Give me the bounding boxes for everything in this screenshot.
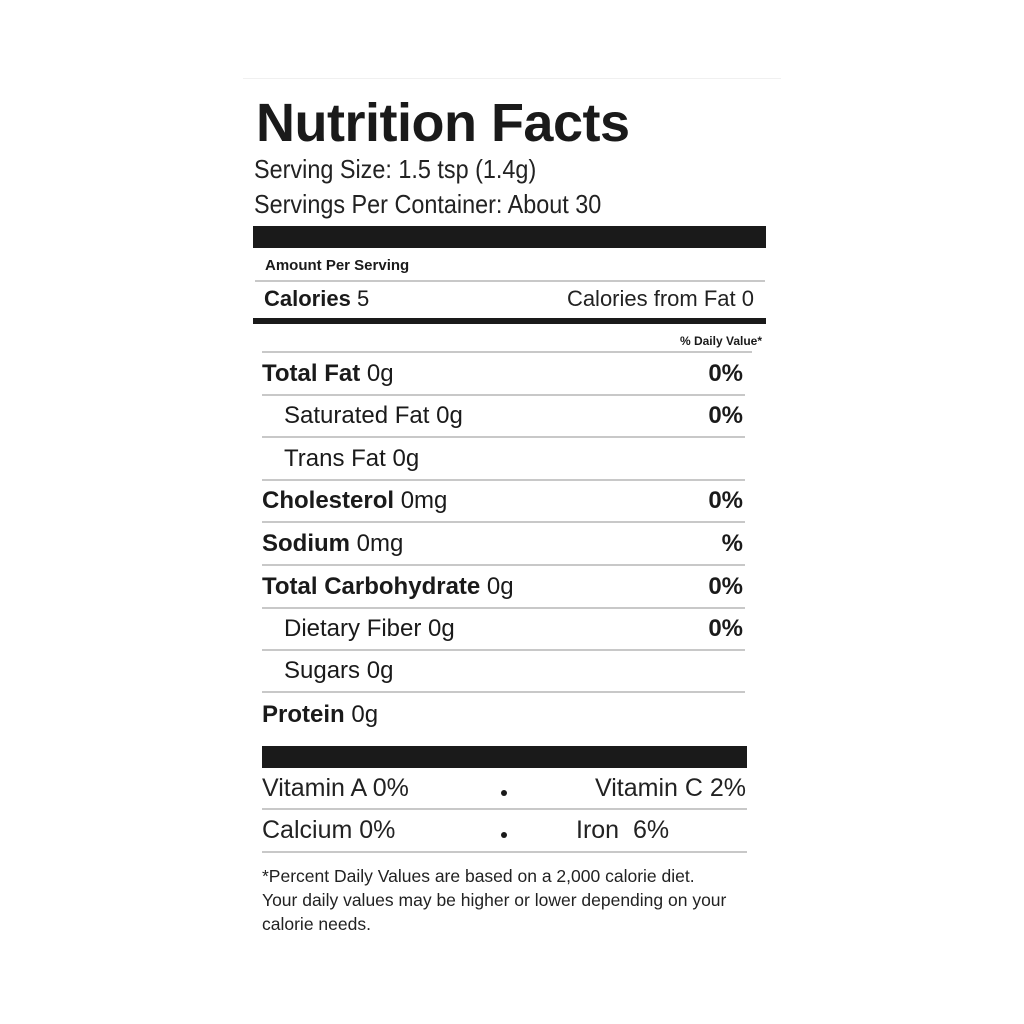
divider (255, 280, 765, 282)
calories: Calories 5 (264, 286, 369, 312)
nutrient-amount: 0g (366, 657, 394, 684)
divider (262, 607, 745, 609)
serving-size: Serving Size: 1.5 tsp (1.4g) (254, 154, 537, 184)
nutrient-daily-value: % (721, 530, 743, 557)
nutrient-row: Protein 0g (262, 701, 743, 731)
nutrient-name: Total Fat (262, 360, 361, 387)
nutrient-row: Sodium 0mg% (262, 530, 743, 560)
nutrient-label: Saturated Fat 0g (284, 402, 463, 430)
amount-per-serving: Amount Per Serving (265, 257, 410, 274)
nutrient-row: Sugars 0g (262, 657, 743, 687)
bullet (501, 790, 507, 796)
nutrient-amount: 0g (436, 402, 463, 429)
nutrient-name: Sodium (262, 530, 350, 557)
nutrient-name: Total Carbohydrate (262, 573, 481, 600)
nutrient-label: Dietary Fiber 0g (284, 615, 455, 643)
thick-divider (262, 746, 747, 768)
thick-divider (253, 226, 766, 248)
divider (262, 479, 745, 481)
nutrient-daily-value: 0% (708, 615, 743, 642)
calories-from-fat: Calories from Fat 0 (566, 286, 754, 311)
nutrient-name: Saturated Fat (284, 402, 430, 429)
nutrient-label: Total Fat 0g (262, 360, 394, 388)
nutrient-label: Trans Fat 0g (284, 445, 419, 473)
nutrient-amount: 0g (428, 615, 455, 642)
nutrient-row: Saturated Fat 0g 0% (262, 402, 743, 432)
nutrient-amount: 0g (351, 701, 379, 728)
nutrient-label: Cholesterol 0mg (262, 487, 447, 515)
calories-value: 5 (356, 286, 370, 311)
nutrient-amount: 0g (486, 573, 514, 600)
medium-divider (253, 318, 766, 324)
top-divider (243, 78, 781, 79)
daily-value-header: % Daily Value* (679, 334, 762, 348)
footnote: *Percent Daily Values are based on a 2,0… (262, 866, 727, 934)
divider (262, 564, 745, 566)
vitamin-a: Vitamin A 0% (262, 774, 409, 802)
divider (262, 851, 747, 853)
divider (262, 691, 745, 693)
nutrient-row: Cholesterol 0mg 0% (262, 487, 743, 517)
nutrient-label: Sodium 0mg (262, 530, 403, 558)
nutrient-name: Trans Fat (284, 445, 386, 472)
divider (262, 649, 745, 651)
divider (262, 521, 745, 523)
bullet (501, 832, 507, 838)
nutrient-daily-value: 0% (708, 573, 743, 600)
nutrient-daily-value: 0% (708, 487, 743, 514)
vitamin-c: Vitamin C 2% (595, 774, 746, 802)
servings-per-container: Servings Per Container: About 30 (254, 189, 602, 219)
nutrient-row: Total Fat 0g 0% (262, 360, 743, 390)
nutrient-name: Protein (262, 701, 345, 728)
divider (262, 436, 745, 438)
nutrient-name: Cholesterol (262, 487, 395, 514)
calories-label: Calories (264, 286, 351, 311)
nutrient-amount: 0g (392, 445, 420, 472)
divider (262, 808, 747, 810)
calcium: Calcium 0% (262, 816, 396, 844)
nutrient-name: Sugars (284, 657, 361, 684)
nutrient-daily-value: 0% (708, 402, 743, 429)
nutrient-label: Total Carbohydrate 0g (262, 573, 514, 601)
divider (262, 394, 745, 396)
nutrient-name: Dietary Fiber (284, 615, 422, 642)
nutrient-amount: 0mg (356, 530, 404, 557)
nutrient-label: Sugars 0g (284, 657, 393, 685)
label-title: Nutrition Facts (256, 93, 630, 153)
nutrient-row: Trans Fat 0g (262, 445, 743, 475)
divider (262, 351, 752, 353)
nutrient-daily-value: 0% (708, 360, 743, 387)
nutrient-row: Dietary Fiber 0g 0% (262, 615, 743, 645)
nutrient-label: Protein 0g (262, 701, 378, 729)
nutrient-row: Total Carbohydrate 0g 0% (262, 573, 743, 603)
nutrient-amount: 0g (366, 360, 394, 387)
nutrient-amount: 0mg (400, 487, 448, 514)
iron: Iron 6% (576, 816, 670, 844)
